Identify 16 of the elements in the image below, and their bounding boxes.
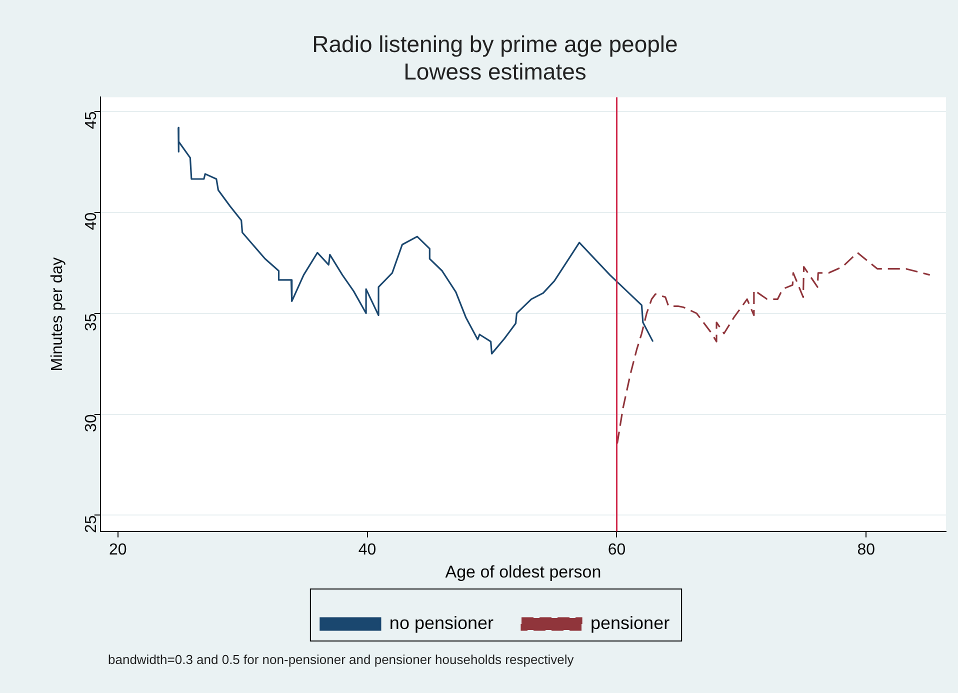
- x-tick-label: 60: [608, 541, 626, 558]
- chart-subtitle: Lowess estimates: [404, 58, 586, 85]
- y-tick-label: 35: [82, 313, 100, 332]
- x-tick-label: 40: [358, 541, 376, 558]
- y-axis-title: Minutes per day: [49, 257, 66, 372]
- chart-title: Radio listening by prime age people: [312, 31, 678, 58]
- y-tick-label: 30: [82, 414, 100, 432]
- y-tick-label: 40: [82, 212, 100, 230]
- x-tick-label: 80: [857, 541, 876, 558]
- y-tick-label: 45: [82, 111, 100, 130]
- x-tick-label: 20: [108, 541, 127, 558]
- y-tick-label: 25: [82, 515, 100, 534]
- x-axis-title: Age of oldest person: [445, 562, 602, 582]
- legend-label: pensioner: [590, 612, 670, 633]
- legend-label: no pensioner: [389, 612, 494, 633]
- text: bandwidth=0.3 and 0.5 for non-pensioner and pensioner households respectively: [108, 652, 574, 667]
